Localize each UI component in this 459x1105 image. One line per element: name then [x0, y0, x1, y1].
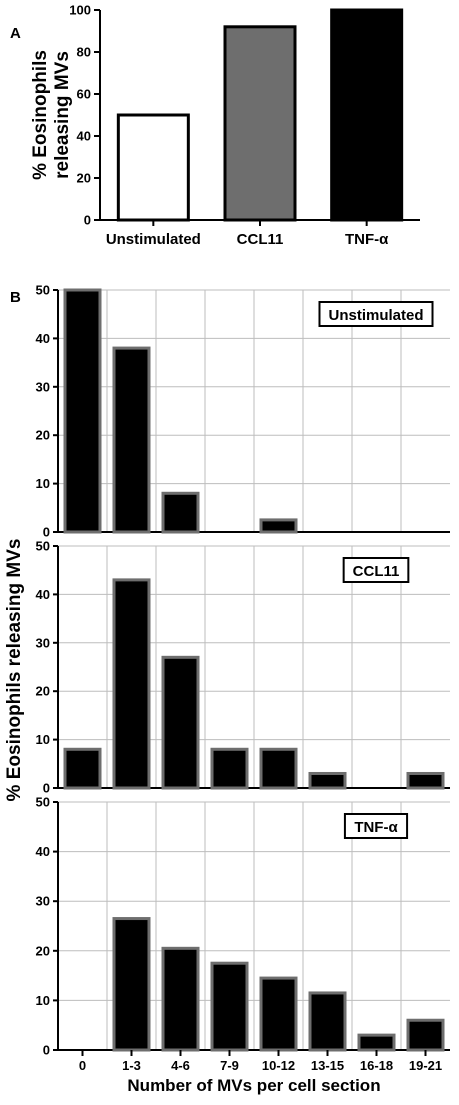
- panel-a-chart: 0 20 40 60 80 100 Unstimulated CCL11 TNF-α % Eosi…: [30, 3, 420, 248]
- panel-b-category-label: 0: [79, 1058, 86, 1073]
- panel-b-series-label-box: [343, 813, 409, 839]
- panel-b-y-tick-label: 0: [43, 1043, 50, 1058]
- panel-b-y-tick-label: 40: [36, 331, 50, 346]
- panel-b-y-tick-label: 30: [36, 379, 50, 394]
- panel-b-bar: [112, 578, 151, 790]
- panel-b-bar: [406, 1018, 445, 1052]
- panel-b-category-label: 1-3: [122, 1058, 141, 1073]
- panel-b-series-label-box: [342, 557, 410, 583]
- panel-a-y-tick-label: 0: [84, 213, 91, 228]
- panel-a-y-axis-label-line1: % Eosinophils: [30, 50, 51, 180]
- panel-b-bar: [308, 771, 347, 790]
- panel-b-y-tick-label: 20: [36, 684, 50, 699]
- panel-a-letter: A: [10, 25, 21, 42]
- panel-b-series-label: Unstimulated: [328, 307, 423, 324]
- panel-a-bar: [116, 113, 190, 222]
- panel-b-bar: [406, 771, 445, 790]
- panel-b-bar: [63, 288, 102, 534]
- panel-b-y-tick-label: 0: [43, 525, 50, 540]
- panel-b-bar: [210, 747, 249, 790]
- panel-b-bar: [259, 976, 298, 1052]
- panel-a-bar: [330, 8, 404, 222]
- panel-b-y-tick-label: 50: [36, 283, 50, 298]
- panel-a-y-axis-label-line2: releasing MVs: [52, 51, 73, 179]
- panel-b-y-tick-label: 40: [36, 844, 50, 859]
- panel-b-bar: [357, 1033, 396, 1052]
- panel-a-bar: [223, 25, 297, 222]
- panel-a-y-tick-label: 20: [77, 171, 91, 186]
- panel-b-y-tick-label: 50: [36, 539, 50, 554]
- panel-b-series-label: TNF-α: [354, 819, 398, 836]
- panel-b-series-label: CCL11: [353, 563, 400, 580]
- panel-b-category-label: 4-6: [171, 1058, 190, 1073]
- panel-b-y-tick-label: 0: [43, 781, 50, 796]
- panel-b-bar: [161, 655, 200, 790]
- panel-b-bar: [112, 917, 151, 1052]
- panel-b-category-label: 13-15: [311, 1058, 344, 1073]
- panel-a-y-tick-label: 100: [69, 3, 91, 18]
- panel-b-chart: 0 10 20 30 40 50 Unstimulated 0 10 20 30 40 50 CCL11 0…: [4, 283, 450, 1095]
- panel-b-category-label: 19-21: [409, 1058, 442, 1073]
- panel-b-y-tick-label: 50: [36, 795, 50, 810]
- panel-b-bar: [161, 946, 200, 1052]
- panel-b-y-tick-label: 30: [36, 635, 50, 650]
- panel-b-bar: [259, 747, 298, 790]
- panel-b-bar: [259, 518, 298, 534]
- panel-b-bar: [112, 346, 151, 534]
- panel-a-category-label: CCL11: [237, 231, 284, 248]
- panel-b-bar: [210, 961, 249, 1052]
- panel-b-x-axis-label: Number of MVs per cell section: [127, 1076, 380, 1095]
- panel-b-bar: [161, 491, 200, 534]
- panel-b-y-tick-label: 10: [36, 993, 50, 1008]
- panel-b-y-tick-label: 20: [36, 943, 50, 958]
- panel-a-category-label: Unstimulated: [106, 231, 201, 248]
- panel-b-category-label: 10-12: [262, 1058, 295, 1073]
- panel-b-bar: [63, 747, 102, 790]
- panel-b-y-tick-label: 10: [36, 732, 50, 747]
- panel-b-series-label-box: [318, 301, 434, 327]
- panel-a-y-tick-label: 80: [77, 45, 91, 60]
- panel-b-y-tick-label: 40: [36, 587, 50, 602]
- panel-b-y-tick-label: 20: [36, 428, 50, 443]
- panel-a-category-label: TNF-α: [345, 231, 389, 248]
- panel-b-y-tick-label: 30: [36, 894, 50, 909]
- panel-a-y-tick-label: 40: [77, 129, 91, 144]
- panel-b-bar: [308, 991, 347, 1052]
- panel-b-y-axis-label: % Eosinophils releasing MVs: [4, 539, 25, 802]
- panel-b-category-label: 16-18: [360, 1058, 393, 1073]
- panel-a-y-tick-label: 60: [77, 87, 91, 102]
- panel-b-category-label: 7-9: [220, 1058, 239, 1073]
- panel-b-letter: B: [10, 289, 21, 306]
- panel-b-y-tick-label: 10: [36, 476, 50, 491]
